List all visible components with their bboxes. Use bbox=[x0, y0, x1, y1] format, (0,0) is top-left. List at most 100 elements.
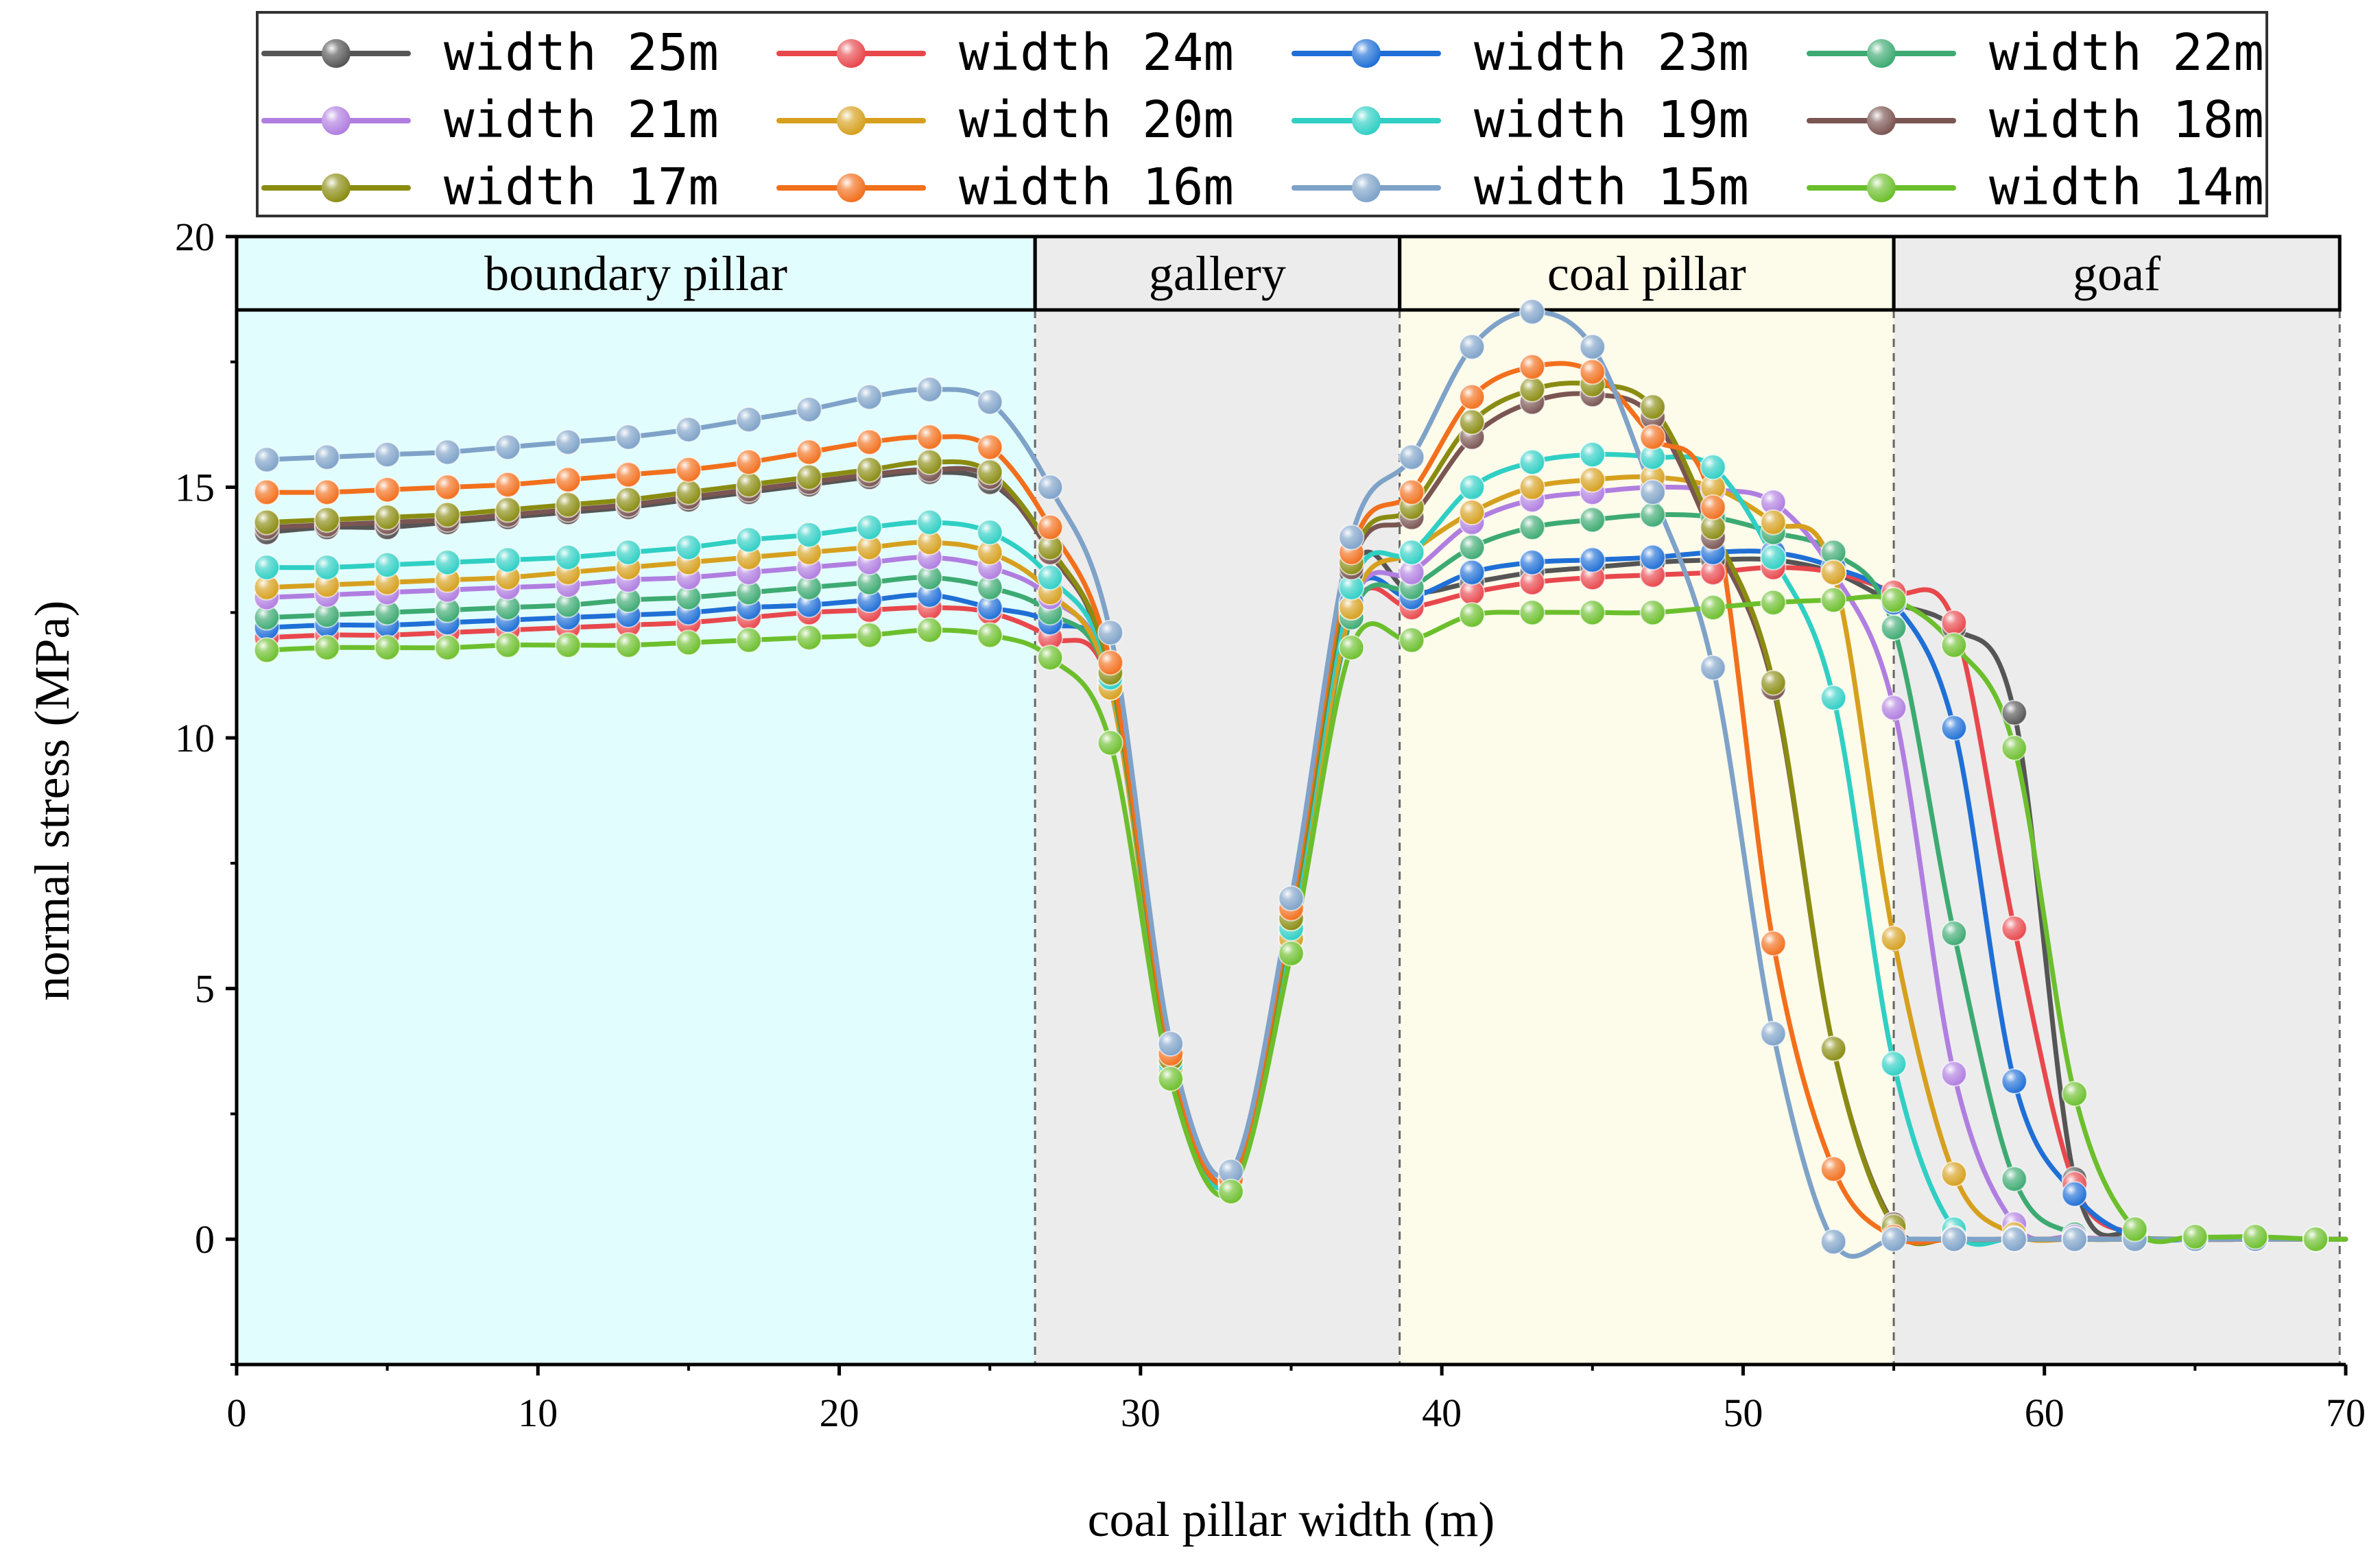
series-9-point-23-shine bbox=[1640, 424, 1665, 450]
legend-item-2: width 23m bbox=[1292, 23, 1749, 82]
x-tick-label-7: 70 bbox=[2326, 1391, 2366, 1435]
series-9-point-3-shine bbox=[435, 474, 460, 500]
series-11-point-11-shine bbox=[917, 617, 942, 642]
series-8-point-26-shine bbox=[1821, 1036, 1846, 1061]
series-4-point-27-shine bbox=[1881, 695, 1907, 721]
series-8-point-12-shine bbox=[977, 459, 1003, 485]
y-tick-label-0: 0 bbox=[195, 1217, 215, 1262]
series-2-point-30-shine bbox=[2062, 1181, 2087, 1207]
series-10-point-20-shine bbox=[1460, 334, 1485, 359]
series-1-point-24-shine bbox=[1700, 560, 1726, 585]
series-11-point-2-shine bbox=[374, 635, 400, 660]
series-8-point-6-shine bbox=[616, 487, 641, 512]
series-3-point-7-shine bbox=[676, 585, 701, 610]
series-11-point-28-shine bbox=[1941, 632, 1966, 658]
series-5-point-24-shine bbox=[1700, 474, 1726, 500]
axes: 0 5 10 15 20 0 10 20 30 40 50 60 70 bbox=[175, 215, 2366, 1435]
series-5-point-25-shine bbox=[1761, 509, 1786, 535]
series-3-point-6-shine bbox=[616, 588, 641, 613]
series-11-point-29-shine bbox=[2001, 735, 2027, 760]
legend-item-5-label: width 20m bbox=[959, 91, 1234, 149]
series-1-point-28-shine bbox=[1941, 610, 1966, 635]
series-11-point-10-shine bbox=[857, 623, 882, 648]
legend-item-6: width 19m bbox=[1292, 91, 1749, 149]
series-10-point-30-shine bbox=[2062, 1227, 2087, 1252]
series-6-point-27-shine bbox=[1881, 1051, 1907, 1077]
series-5-point-22-shine bbox=[1580, 467, 1605, 492]
legend-item-5-swatch-shine bbox=[837, 106, 866, 135]
series-8-point-10-shine bbox=[857, 457, 882, 482]
series-11-point-17-shine bbox=[1278, 941, 1304, 966]
series-3-point-10-shine bbox=[857, 570, 882, 595]
series-10-point-9-shine bbox=[796, 397, 822, 422]
legend-item-11-label: width 14m bbox=[1989, 158, 2264, 217]
series-6-point-11-shine bbox=[917, 509, 942, 535]
x-tick-label-0: 0 bbox=[227, 1391, 247, 1435]
series-6-point-8-shine bbox=[736, 527, 761, 553]
series-11-point-1-shine bbox=[314, 635, 340, 660]
series-10 bbox=[264, 309, 2348, 1259]
series-11-point-34-shine bbox=[2303, 1227, 2329, 1252]
series-5-point-10-shine bbox=[857, 535, 882, 560]
series-3-point-23-shine bbox=[1640, 502, 1665, 527]
series-6-point-24-shine bbox=[1700, 455, 1726, 480]
series-11-point-12-shine bbox=[977, 623, 1003, 648]
y-tick-label-2: 10 bbox=[175, 716, 215, 760]
series-8-point-7-shine bbox=[676, 479, 701, 505]
series-11-markers bbox=[253, 587, 2329, 1253]
series-10-point-24-shine bbox=[1700, 655, 1726, 680]
series-2-point-29-shine bbox=[2001, 1068, 2027, 1094]
series-9-point-14-shine bbox=[1097, 650, 1123, 675]
series-10-point-7-shine bbox=[676, 417, 701, 442]
series-9-point-5-shine bbox=[556, 467, 581, 492]
series-6-point-7-shine bbox=[676, 535, 701, 560]
series-11-point-3-shine bbox=[435, 635, 460, 660]
series-10-line bbox=[264, 309, 2348, 1259]
series-2-point-23-shine bbox=[1640, 544, 1665, 570]
series-1-point-21-shine bbox=[1519, 570, 1545, 595]
series-6-point-9-shine bbox=[796, 522, 822, 548]
legend-item-9-label: width 16m bbox=[959, 158, 1234, 217]
legend-item-4-label: width 21m bbox=[444, 91, 719, 149]
series-5-point-11-shine bbox=[917, 529, 942, 555]
series-11-point-4-shine bbox=[495, 632, 521, 658]
series-10-point-19-shine bbox=[1399, 444, 1425, 470]
series-10-point-15-shine bbox=[1158, 1031, 1183, 1057]
series-8-point-24-shine bbox=[1700, 515, 1726, 540]
legend-item-10: width 15m bbox=[1292, 158, 1749, 217]
series-11-point-7-shine bbox=[676, 630, 701, 656]
legend-item-1: width 24m bbox=[776, 23, 1234, 82]
series-3-point-1-shine bbox=[314, 602, 340, 627]
series-10-point-26-shine bbox=[1821, 1229, 1846, 1254]
series-8-point-0-shine bbox=[254, 509, 279, 535]
series-9-point-11-shine bbox=[917, 424, 942, 450]
series-9-point-0-shine bbox=[254, 479, 279, 505]
series-9-point-21-shine bbox=[1519, 355, 1545, 380]
series-3-point-26-shine bbox=[1821, 540, 1846, 565]
series-11-point-24-shine bbox=[1700, 595, 1726, 621]
series-9-point-7-shine bbox=[676, 457, 701, 482]
series-2-point-12-shine bbox=[977, 595, 1003, 621]
series-11-point-5-shine bbox=[556, 632, 581, 658]
series-11-point-21-shine bbox=[1519, 600, 1545, 625]
series-8-point-13-shine bbox=[1038, 535, 1063, 560]
legend-item-9-swatch-shine bbox=[837, 173, 866, 202]
series-11-point-23-shine bbox=[1640, 600, 1665, 625]
series-10-point-4-shine bbox=[495, 435, 521, 460]
series-11-point-8-shine bbox=[736, 627, 761, 653]
series-6-point-22-shine bbox=[1580, 442, 1605, 468]
series-10-point-21-shine bbox=[1519, 299, 1545, 324]
series-10-point-3-shine bbox=[435, 440, 460, 465]
region-1-label: gallery bbox=[1149, 246, 1286, 301]
legend: width 25m width 24m width 23m width 22m widt… bbox=[256, 11, 2268, 217]
region-3-background bbox=[1894, 237, 2340, 1365]
series-3-point-3-shine bbox=[435, 597, 460, 623]
series-11-point-33-shine bbox=[2243, 1224, 2268, 1249]
region-3-label: goaf bbox=[2073, 246, 2161, 301]
series-3-point-20-shine bbox=[1460, 535, 1485, 560]
legend-item-5: width 20m bbox=[776, 91, 1234, 149]
series-9-point-24-shine bbox=[1700, 494, 1726, 520]
series-6-point-10-shine bbox=[857, 515, 882, 540]
series-9-point-6-shine bbox=[616, 462, 641, 488]
series-3-point-22-shine bbox=[1580, 507, 1605, 533]
